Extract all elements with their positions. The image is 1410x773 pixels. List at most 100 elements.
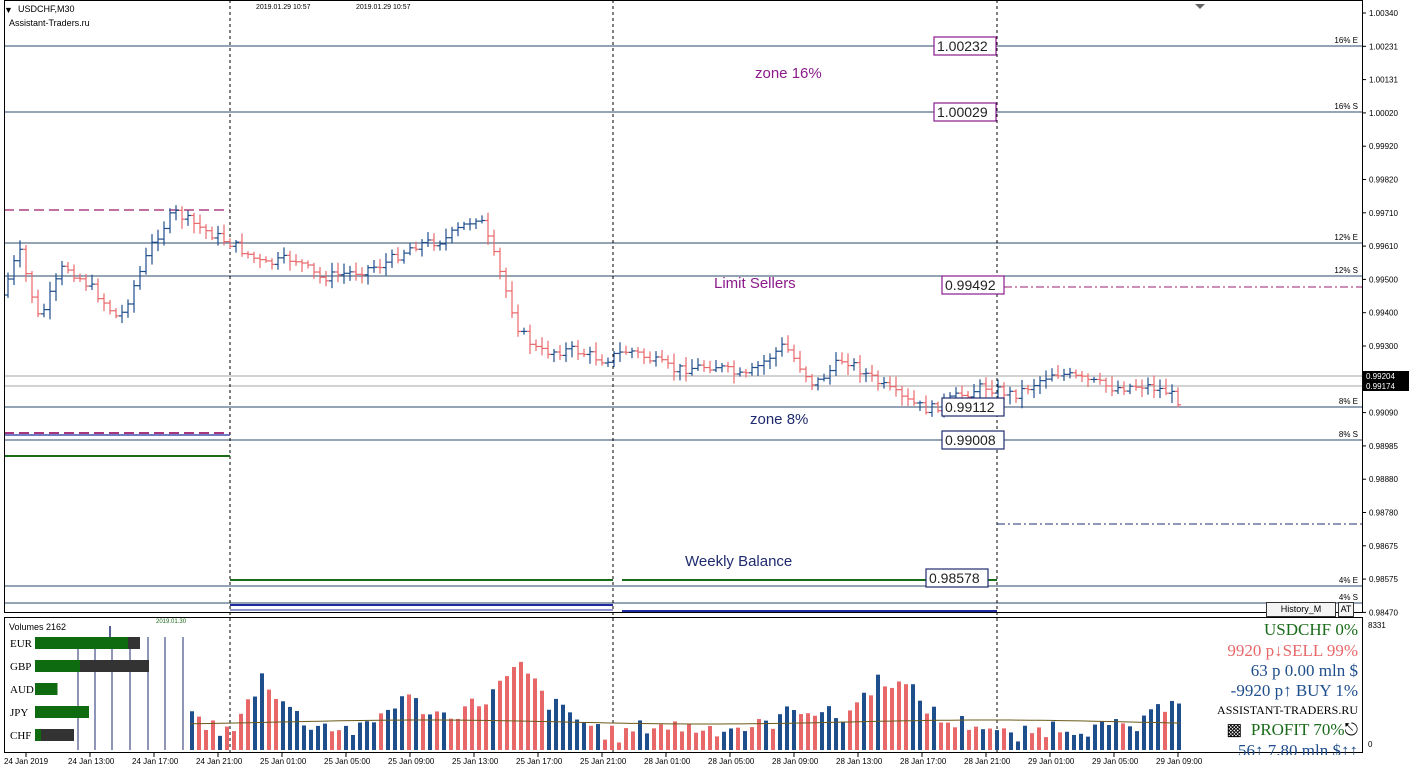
volume-bar (764, 720, 768, 750)
price-bar (101, 293, 107, 312)
volume-bar (981, 729, 985, 750)
volume-bar (673, 721, 677, 750)
price-bar (383, 253, 389, 276)
price-bar (977, 379, 983, 398)
volume-bar (393, 708, 397, 750)
price-bar (743, 368, 749, 378)
day-separators (229, 0, 998, 753)
price-bar (953, 387, 959, 399)
volume-bar (1177, 703, 1181, 750)
price-bar (803, 366, 809, 383)
volume-bar (834, 718, 838, 750)
level-tag: 4% S (1339, 593, 1358, 602)
volume-bar (1016, 741, 1020, 750)
level-tag: 4% E (1339, 576, 1358, 585)
price-bar (869, 364, 875, 382)
level-price-label: 0.98578 (929, 570, 980, 586)
volume-bar (967, 729, 971, 750)
price-bar (1103, 377, 1109, 393)
price-bar (191, 212, 197, 234)
source-label: Assistant-Traders.ru (9, 18, 90, 28)
level-lines (4, 45, 1362, 604)
volume-bar (505, 676, 509, 750)
price-bar (209, 226, 215, 241)
price-tick-label: 1.00340 (1369, 9, 1398, 18)
price-bar (137, 265, 143, 290)
volume-bar (1072, 734, 1076, 750)
volume-bar (589, 725, 593, 750)
time-tick-label: 24 Jan 21:00 (196, 757, 243, 766)
currency-strength-bar (35, 706, 89, 718)
price-bar (653, 351, 659, 367)
volume-bar (652, 728, 656, 750)
volume-bar (855, 702, 859, 750)
level-tag: 16% E (1334, 36, 1358, 45)
price-tick-label: 0.98780 (1369, 509, 1398, 518)
price-tick-label: 0.99920 (1369, 142, 1398, 151)
volume-bar (841, 721, 845, 750)
stat-profit: PROFIT 70% (1242, 720, 1345, 739)
collapse-icon[interactable]: ▼ (4, 5, 13, 15)
volume-bar (1086, 736, 1090, 750)
price-bar (293, 254, 299, 266)
timestamp-3: 2019.01.30 (156, 619, 187, 625)
time-tick-label: 24 Jan 2019 (4, 757, 49, 766)
price-bar (1097, 372, 1103, 385)
volume-bar (1107, 725, 1111, 750)
price-bar (581, 348, 587, 358)
volume-bar (365, 721, 369, 750)
history-button[interactable]: History_M (1266, 602, 1336, 617)
stat-profit-row: ▩ PROFIT 70%⎋ (1226, 720, 1358, 740)
volume-bar (561, 704, 565, 750)
price-bar (515, 304, 521, 337)
price-bar (635, 347, 641, 359)
price-bar (671, 353, 677, 381)
symbol-label: USDCHF,M30 (18, 4, 75, 14)
price-bar (701, 360, 707, 372)
volume-bar (1149, 709, 1153, 750)
volume-bar (379, 713, 383, 750)
volume-bar (1009, 732, 1013, 750)
level-price-box (933, 102, 997, 122)
price-bar (335, 262, 341, 283)
price-bar (95, 278, 101, 303)
current-price-label: 0.99204 (1366, 372, 1395, 381)
volume-bar (911, 684, 915, 750)
volume-bar (435, 711, 439, 750)
volume-bar (540, 690, 544, 750)
price-bar (767, 353, 773, 370)
price-bar (89, 274, 95, 290)
price-tick-label: 0.98675 (1369, 542, 1398, 551)
price-bar (989, 380, 995, 397)
price-bar (161, 221, 167, 246)
volume-frame (4, 617, 1363, 753)
price-bar (275, 251, 281, 270)
price-bar (623, 345, 629, 355)
price-bar (845, 353, 851, 376)
price-bar (239, 233, 245, 257)
volume-bar (414, 698, 418, 750)
price-bar (1025, 384, 1031, 395)
balance-lines (4, 209, 1362, 612)
price-bar (77, 273, 83, 283)
volume-bar (946, 722, 950, 750)
volume-bar (568, 712, 572, 750)
time-tick-label: 28 Jan 01:00 (644, 757, 691, 766)
currency-label: AUD (10, 684, 34, 696)
price-bar (347, 265, 353, 281)
annotation-weekly-balance: Weekly Balance (685, 553, 792, 570)
price-bar (281, 247, 287, 264)
price-bar (605, 357, 611, 367)
volume-bar (1142, 715, 1146, 750)
chart-labels: 16% E 1.00232 16% S 1.00029 12% E 12% S 0.9949… (10, 36, 1358, 742)
price-bar (329, 262, 335, 289)
volume-bar (659, 724, 663, 750)
price-bar (179, 206, 185, 229)
volume-bar (358, 722, 362, 750)
price-bar (251, 251, 257, 264)
at-button[interactable]: AT (1338, 602, 1354, 617)
price-bar (257, 253, 263, 268)
price-bar (491, 229, 497, 256)
volume-bar (463, 706, 467, 750)
